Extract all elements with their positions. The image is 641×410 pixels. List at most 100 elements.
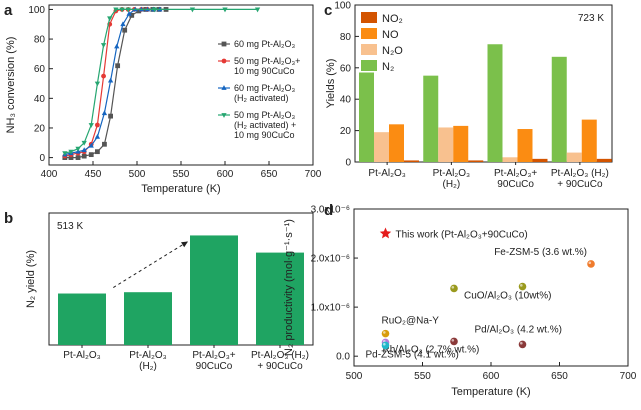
panel-c-plot-frame bbox=[354, 4, 613, 163]
panel-c-bar-3 bbox=[468, 160, 484, 162]
panel-d-x-tick-label: 650 bbox=[551, 371, 568, 382]
panel-c-legend-label: N₂ bbox=[382, 61, 394, 73]
panel-b-category-label-line: 90CuCo bbox=[196, 361, 233, 372]
panel-letter-d: d bbox=[324, 202, 333, 219]
panel-a-x-tick-label: 400 bbox=[41, 169, 58, 180]
panel-b-category-label-line: Pt-Al₂O₃ bbox=[129, 350, 166, 361]
panel-a-legend-label-line: 60 mg Pt-Al₂O₃ bbox=[234, 83, 296, 93]
panel-a-x-tick-label: 600 bbox=[217, 169, 234, 180]
panel-d-y-axis-label: N₂ productivity (mol·g⁻¹·s⁻¹) bbox=[283, 219, 295, 356]
panel-a-data-point bbox=[108, 113, 113, 119]
panel-d-point-label: Fe-ZSM-5 (3.6 wt.%) bbox=[494, 247, 587, 258]
panel-d-data-point bbox=[518, 340, 527, 349]
panel-a-legend-label: 50 mg Pt-Al₂O₃ (H₂ activated) +10 mg 90Cu… bbox=[234, 110, 296, 140]
panel-a-data-point bbox=[94, 133, 101, 139]
panel-a-legend-marker bbox=[221, 113, 227, 118]
panel-a-data-point bbox=[222, 7, 228, 13]
panel-a-legend-label-line: 60 mg Pt-Al₂O₃ bbox=[234, 39, 296, 49]
panel-a-x-tick-label: 450 bbox=[85, 169, 102, 180]
panel-d-data-point-highlight bbox=[520, 341, 523, 345]
panel-a-y-tick-label: 80 bbox=[34, 35, 46, 46]
panel-c-bar-3 bbox=[596, 158, 612, 162]
panel-d-point-label: This work (Pt-Al₂O₃+90CuCo) bbox=[396, 230, 528, 241]
panel-a-legend-label-line: 50 mg Pt-Al₂O₃ bbox=[234, 110, 296, 120]
panel-c-bar-1 bbox=[566, 152, 582, 162]
panel-c-y-tick-label: 20 bbox=[340, 126, 352, 137]
panel-d-data-point-highlight bbox=[451, 285, 455, 289]
panel-a-legend-label-line: (H₂ activated) bbox=[234, 93, 289, 103]
panel-c-category-label-line: Pt-Al₂O₃ (H₂) bbox=[551, 168, 609, 179]
panel-a-legend-marker bbox=[221, 41, 227, 47]
panel-b-bar bbox=[124, 292, 172, 345]
panel-a-data-point bbox=[68, 155, 74, 160]
panel-a-x-tick-label: 500 bbox=[129, 169, 146, 180]
panel-letter-c: c bbox=[324, 2, 332, 19]
panel-c-y-tick-label: 0 bbox=[345, 158, 351, 169]
panel-letters: a b c d bbox=[4, 2, 333, 227]
panel-a-x-tick-label: 550 bbox=[173, 169, 190, 180]
panel-a-y-tick-label: 60 bbox=[34, 64, 46, 75]
panel-a-y-tick-label: 20 bbox=[34, 123, 46, 134]
panel-c-bar-1 bbox=[374, 132, 389, 162]
panel-d-data-point-highlight bbox=[383, 342, 386, 346]
panel-c-category-label-line: (H₂) bbox=[442, 179, 460, 190]
panel-a-data-point bbox=[81, 153, 87, 159]
panel-c-legend: NO₂ NO N₂O N₂ bbox=[361, 12, 403, 73]
panel-a-data-point bbox=[81, 147, 87, 153]
panel-b-category-label-line: (H₂) bbox=[139, 361, 157, 372]
panel-d-data-point bbox=[518, 282, 527, 291]
panel-a-data-point bbox=[81, 140, 87, 146]
panel-a-series-line bbox=[64, 8, 258, 154]
panel-b-category-label-line: + 90CuCo bbox=[257, 361, 303, 372]
panel-a-series-3 bbox=[62, 7, 261, 157]
panel-d-scatter-chart: 500 550 600 650 700 0.0 1.0x10⁻⁶ 2.0x10⁻⁶ 3.0x10… bbox=[283, 205, 637, 399]
panel-c-category-label-line: + 90CuCo bbox=[557, 179, 603, 190]
panel-a-data-point bbox=[101, 73, 106, 79]
panel-a-y-tick-label: 40 bbox=[34, 94, 46, 105]
panel-a-y-tick-label: 100 bbox=[28, 5, 45, 16]
panel-b-annotation: 513 K bbox=[57, 221, 83, 232]
panel-a-data-point bbox=[101, 110, 108, 116]
panel-d-x-tick-label: 550 bbox=[414, 371, 431, 382]
panel-a-legend-marker bbox=[221, 58, 227, 64]
panel-c-bar-3 bbox=[532, 158, 548, 162]
panel-a-data-point bbox=[120, 21, 126, 27]
panel-c-annotation: 723 K bbox=[578, 13, 604, 24]
panel-a-data-point bbox=[254, 7, 261, 13]
panel-d-data-point-star bbox=[379, 227, 392, 239]
panel-d-point-label: Pd-ZSM-5 (4.1 wt.%) bbox=[366, 349, 459, 360]
panel-c-bar-1 bbox=[438, 127, 454, 162]
panel-d-data-point-highlight bbox=[588, 261, 592, 265]
panel-d-data-point bbox=[587, 260, 595, 268]
panel-b-category-label-line: Pt-Al₂O₃+ bbox=[192, 350, 235, 361]
panel-d-x-tick-label: 500 bbox=[346, 371, 363, 382]
panel-a-legend-label: 50 mg Pt-Al₂O₃+ 10 mg 90CuCo bbox=[234, 56, 300, 76]
panel-a-data-point bbox=[68, 149, 74, 155]
panel-a-x-axis-label: Temperature (K) bbox=[141, 183, 220, 195]
panel-a-data-point bbox=[151, 7, 158, 13]
panel-d-y-tick-label: 0.0 bbox=[336, 352, 350, 363]
panel-a-data-point bbox=[122, 27, 128, 33]
panel-d-point-label: Pd/Al₂O₃ (4.2 wt.%) bbox=[475, 324, 562, 335]
panel-c-bar-0 bbox=[423, 75, 439, 162]
panel-c-bar-2 bbox=[389, 124, 404, 162]
panel-d-data-point bbox=[450, 284, 458, 293]
panel-a-data-point bbox=[88, 142, 94, 148]
panel-b-category-label: Pt-Al₂O₃ (H₂) + 90CuCo bbox=[251, 350, 309, 372]
panel-b-bar bbox=[58, 293, 106, 345]
panel-a-x-tick-label: 700 bbox=[305, 169, 322, 180]
panel-c-category-label: Pt-Al₂O₃ bbox=[368, 168, 405, 179]
panel-b-y-axis-label: N₂ yield (%) bbox=[25, 250, 37, 308]
panel-c-bar-0 bbox=[359, 72, 374, 162]
panel-a-data-point bbox=[107, 16, 113, 22]
panel-c-legend-label: N₂O bbox=[382, 45, 403, 57]
panel-a-legend-label: 60 mg Pt-Al₂O₃ bbox=[234, 39, 296, 49]
panel-a-data-point bbox=[113, 7, 119, 13]
panel-a-legend-label-line: 10 mg 90CuCo bbox=[234, 66, 295, 76]
panel-d-data-point bbox=[381, 329, 390, 338]
panel-d-point-label: RuO₂@Na-Y bbox=[382, 316, 440, 327]
panel-c-y-tick-label: 80 bbox=[340, 32, 352, 43]
panel-a-data-point bbox=[125, 7, 131, 13]
